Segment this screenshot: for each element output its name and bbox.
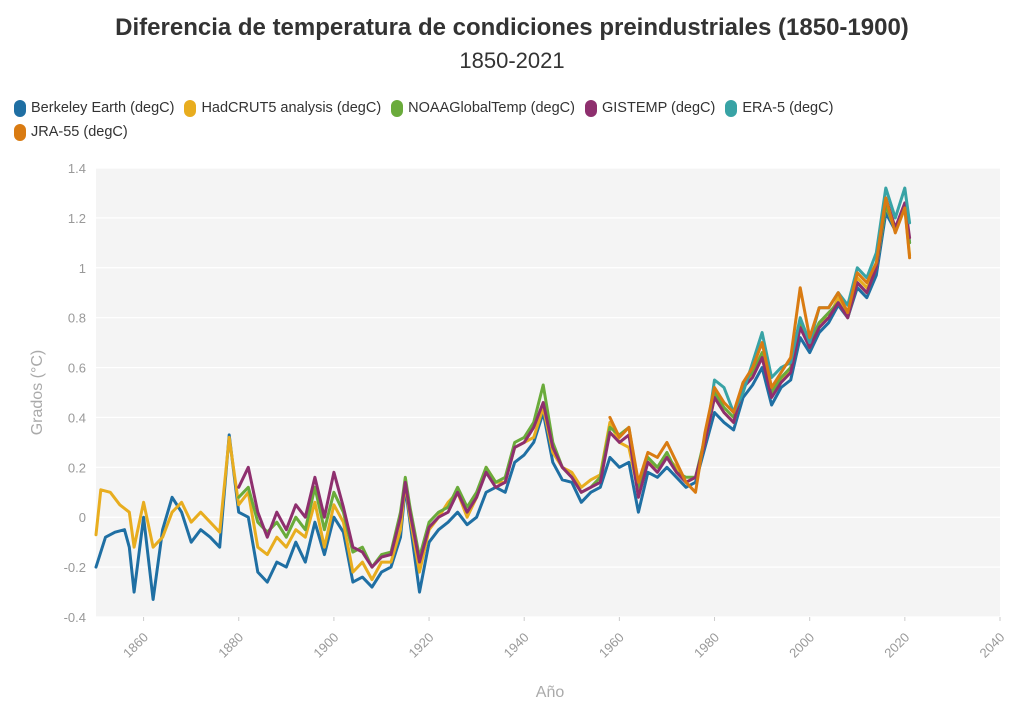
legend-swatch-gistemp (584, 99, 597, 117)
legend-label: NOAAGlobalTemp (degC) (408, 100, 575, 116)
x-tick-label: 1860 (120, 630, 151, 661)
y-tick-label: 1 (79, 261, 86, 276)
x-tick-label: 1900 (310, 630, 341, 661)
legend-item-gistemp[interactable]: GISTEMP (degC) (584, 98, 716, 118)
x-tick-label: 2000 (786, 630, 817, 661)
x-tick-label: 2040 (976, 630, 1007, 661)
y-tick-label: 1.2 (68, 211, 86, 226)
y-tick-label: 0.4 (68, 410, 86, 425)
legend-label: ERA-5 (degC) (742, 100, 834, 116)
series-line-jra-55 (608, 196, 912, 494)
y-tick-label: 1.4 (68, 161, 86, 176)
legend-swatch-noaa (391, 99, 404, 117)
legend-label: JRA-55 (degC) (31, 124, 128, 140)
x-axis-title: Año (536, 684, 565, 701)
legend-label: Berkeley Earth (degC) (31, 100, 175, 116)
legend-label: HadCRUT5 analysis (degC) (201, 100, 382, 116)
plot-area (96, 168, 1000, 617)
legend-swatch-era5 (725, 99, 738, 117)
legend-swatch-hadcrut5 (184, 99, 197, 117)
legend: Berkeley Earth (degC) HadCRUT5 analysis … (14, 98, 934, 142)
legend-swatch-berkeley-earth (14, 99, 26, 117)
series-line-gistemp (237, 196, 912, 569)
y-tick-label: 0.6 (68, 361, 86, 376)
legend-item-era5[interactable]: ERA-5 (degC) (725, 98, 833, 118)
legend-item-noaa[interactable]: NOAAGlobalTemp (degC) (391, 98, 575, 118)
legend-item-jra55[interactable]: JRA-55 (degC) (14, 122, 128, 142)
y-tick-label: 0.8 (68, 311, 86, 326)
x-tick-label: 1920 (406, 630, 437, 661)
legend-item-berkeley-earth[interactable]: Berkeley Earth (degC) (14, 98, 174, 118)
x-tick-label: 1960 (596, 630, 627, 661)
x-tick-label: 1880 (215, 630, 246, 661)
x-tick-label: 1940 (501, 630, 532, 661)
y-tick-label: -0.4 (64, 610, 86, 625)
y-tick-label: -0.2 (64, 560, 86, 575)
x-tick-label: 1980 (691, 630, 722, 661)
legend-label: GISTEMP (degC) (601, 100, 716, 116)
chart-subtitle: 1850-2021 (459, 48, 565, 73)
y-tick-label: 0 (79, 510, 86, 525)
y-axis-title: Grados (°C) (29, 350, 46, 436)
chart-title: Diferencia de temperatura de condiciones… (115, 14, 909, 41)
y-tick-label: 0.2 (68, 460, 86, 475)
legend-item-hadcrut5[interactable]: HadCRUT5 analysis (degC) (184, 98, 381, 118)
legend-swatch-jra55 (14, 123, 26, 141)
x-tick-label: 2020 (881, 630, 912, 661)
